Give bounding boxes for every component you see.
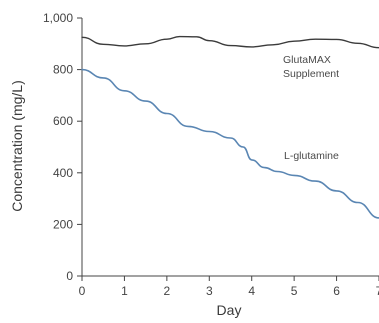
series-label-glutamax-line2: Supplement bbox=[283, 68, 339, 80]
series-line-l-glutamine bbox=[81, 68, 379, 219]
x-tick-label: 2 bbox=[164, 284, 171, 298]
y-tick-label: 200 bbox=[53, 217, 73, 231]
x-tick-label: 4 bbox=[248, 284, 255, 298]
y-tick-label: 600 bbox=[53, 114, 73, 128]
series-label-l-glutamine: L-glutamine bbox=[284, 150, 339, 162]
series-group bbox=[81, 35, 379, 219]
x-tick-label: 1 bbox=[121, 284, 128, 298]
y-tick-label: 800 bbox=[53, 63, 73, 77]
y-tick-label: 0 bbox=[66, 269, 73, 283]
series-line-glutamax bbox=[81, 35, 379, 49]
y-tick-label: 400 bbox=[53, 166, 73, 180]
x-tick-label: 5 bbox=[291, 284, 298, 298]
axes: 0 200 400 600 800 1,000 0 1 2 3 4 5 6 7 bbox=[43, 11, 379, 298]
y-axis-title: Concentration (mg/L) bbox=[9, 80, 25, 212]
x-tick-label: 3 bbox=[206, 284, 213, 298]
series-label-glutamax-line1: GlutaMAX bbox=[283, 54, 331, 66]
x-tick-label: 6 bbox=[333, 284, 340, 298]
series-labels: GlutaMAX Supplement L-glutamine bbox=[283, 54, 339, 162]
x-tick-label: 7 bbox=[376, 284, 379, 298]
x-tick-label: 0 bbox=[79, 284, 86, 298]
x-axis-title: Day bbox=[217, 302, 242, 318]
y-tick-label: 1,000 bbox=[43, 11, 73, 25]
